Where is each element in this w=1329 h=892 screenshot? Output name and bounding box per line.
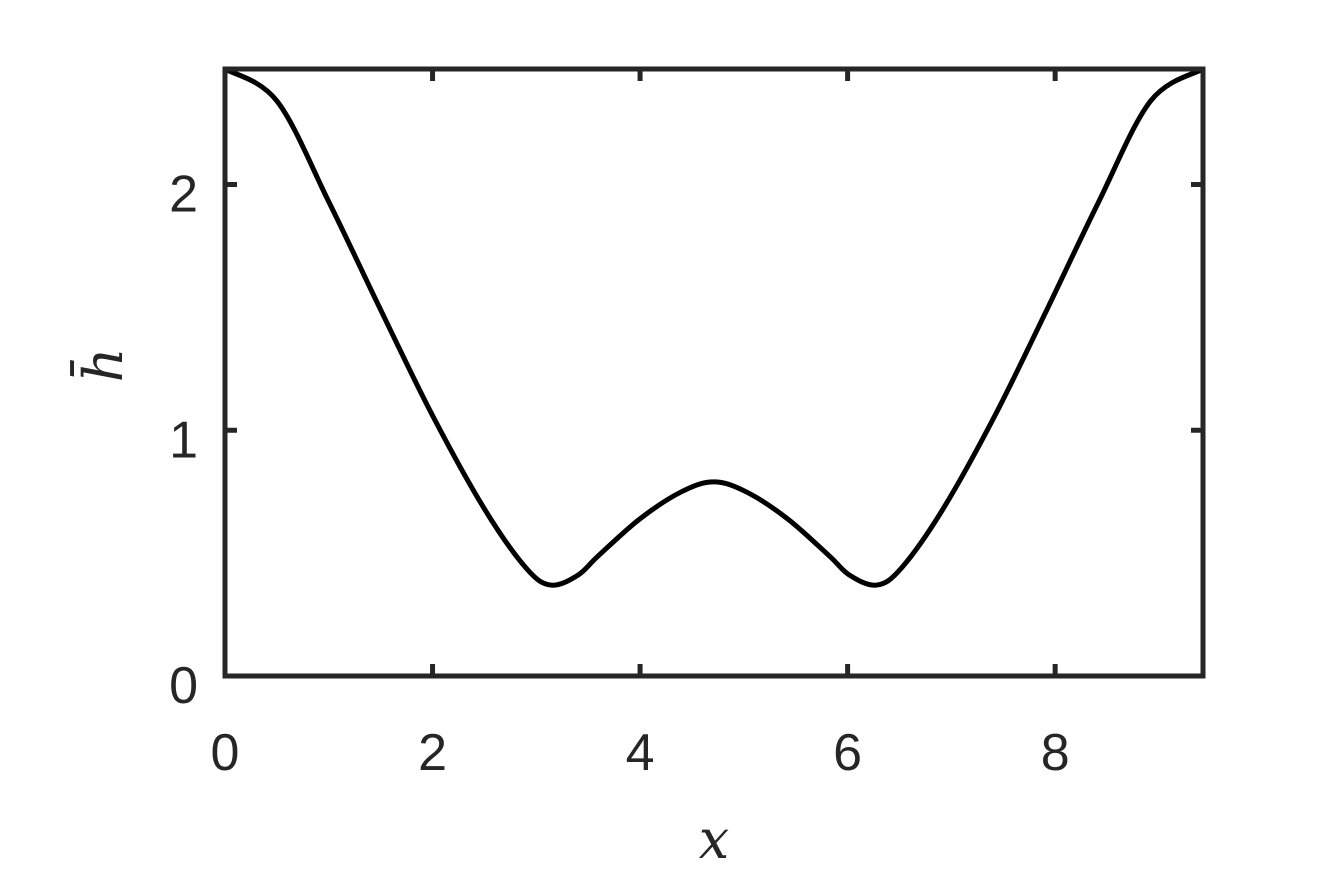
x-tick-label: 4 (626, 724, 655, 782)
axes-box (222, 66, 1206, 679)
x-tick-label: 0 (211, 724, 240, 782)
y-tick-label: 0 (169, 657, 198, 715)
y-axis-label: h̄ (69, 348, 135, 383)
x-tick-label: 8 (1041, 724, 1070, 782)
y-tick-label: 2 (169, 166, 198, 224)
x-tick-label: 6 (833, 724, 862, 782)
x-tick-label: 2 (418, 724, 447, 782)
x-axis-label: x (699, 808, 729, 871)
series-line (223, 66, 1205, 588)
y-tick-label: 1 (169, 411, 198, 469)
